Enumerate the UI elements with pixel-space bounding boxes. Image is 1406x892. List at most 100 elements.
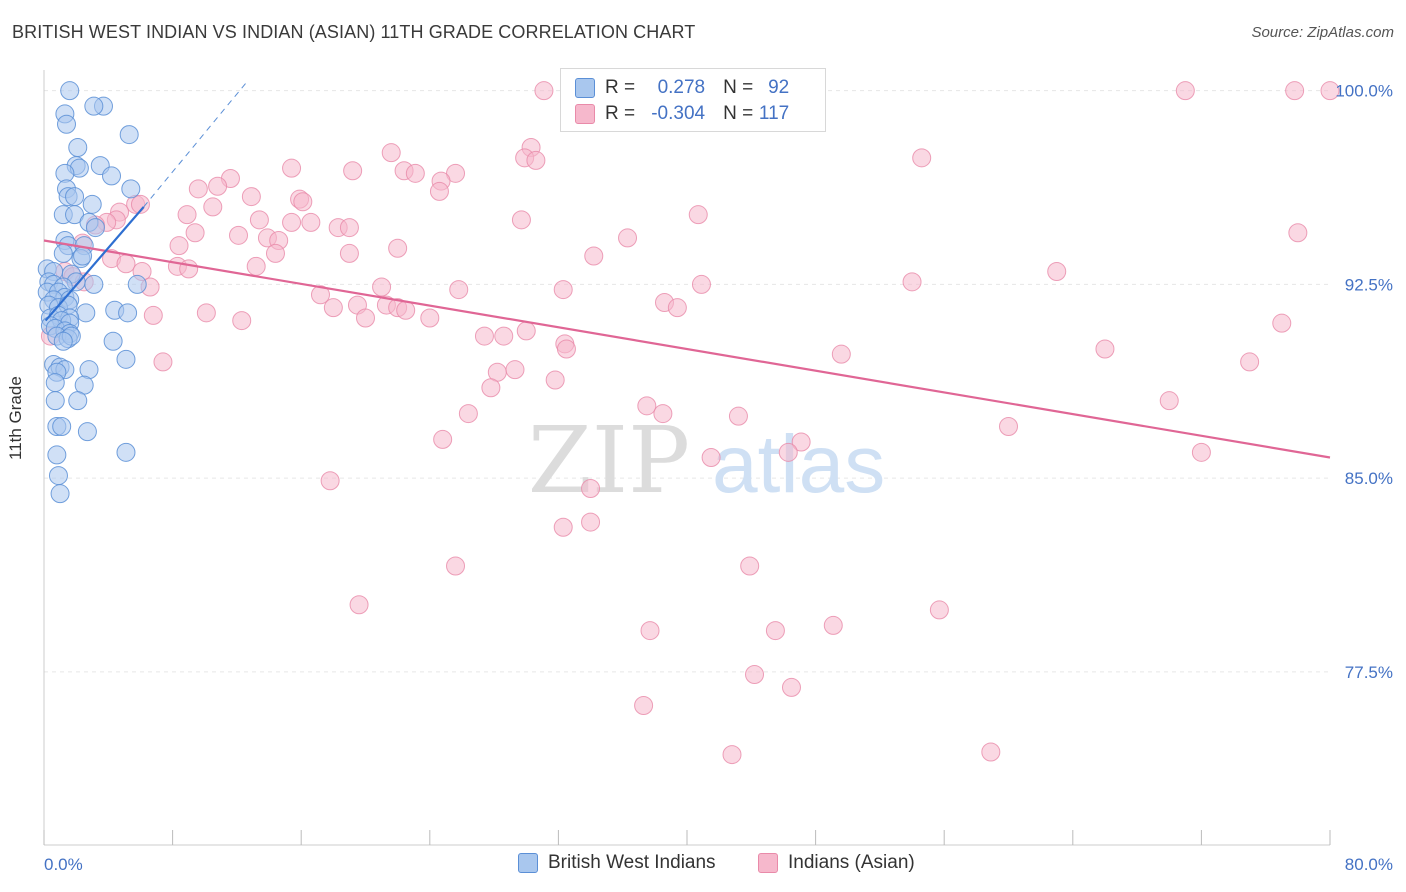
data-point-indian-asian (388, 238, 408, 258)
data-point-indian-asian (405, 163, 425, 183)
bottom-legend-label-pink: Indians (Asian) (788, 852, 915, 873)
data-point-british-west-indian (60, 81, 80, 101)
data-point-indian-asian (282, 158, 302, 178)
series-british-west-indians (37, 81, 147, 504)
data-point-british-west-indian (68, 391, 88, 411)
data-point-indian-asian (618, 228, 638, 248)
legend-row-pink: R = -0.304 N = 117 (575, 103, 789, 125)
data-point-indian-asian (349, 595, 369, 615)
data-point-indian-asian (823, 615, 843, 635)
data-point-indian-asian (265, 243, 285, 263)
stats-legend: R = 0.278 N = 92 R = -0.304 N = 117 (560, 68, 826, 132)
data-point-indian-asian (1095, 339, 1115, 359)
tick-labels: 100.0% 92.5% 85.0% 77.5% 0.0% 80.0% (44, 82, 1393, 874)
data-point-indian-asian (169, 236, 189, 256)
data-point-indian-asian (339, 218, 359, 238)
data-point-indian-asian (999, 417, 1018, 436)
data-point-british-west-indian (53, 243, 73, 263)
data-point-indian-asian (640, 621, 660, 641)
data-point-indian-asian (634, 696, 654, 715)
data-point-indian-asian (458, 404, 478, 424)
data-point-indian-asian (505, 360, 525, 380)
data-point-british-west-indian (116, 349, 136, 369)
data-point-indian-asian (177, 205, 197, 225)
y-tick-label: 100.0% (1335, 82, 1393, 101)
data-point-indian-asian (130, 194, 150, 214)
data-point-indian-asian (396, 300, 416, 320)
data-point-indian-asian (229, 225, 249, 245)
data-point-indian-asian (534, 81, 554, 101)
data-point-british-west-indian (45, 391, 65, 411)
data-point-indian-asian (116, 254, 136, 274)
data-point-indian-asian (185, 223, 205, 243)
data-point-indian-asian (433, 429, 453, 449)
data-point-indian-asian (429, 181, 449, 201)
data-point-british-west-indian (102, 166, 122, 186)
data-point-british-west-indian (76, 303, 96, 323)
y-tick-label: 85.0% (1345, 469, 1393, 488)
data-point-indian-asian (449, 280, 469, 300)
data-point-indian-asian (1175, 81, 1195, 101)
legend-r-value: 0.278 (657, 77, 706, 98)
data-point-indian-asian (474, 326, 494, 346)
data-point-indian-asian (929, 600, 949, 620)
data-point-british-west-indian (82, 194, 102, 214)
data-point-british-west-indian (45, 373, 65, 393)
data-point-indian-asian (553, 280, 573, 300)
data-point-indian-asian (323, 298, 343, 318)
data-point-indian-asian (446, 556, 466, 576)
trend-line-indian-asian (43, 239, 1331, 459)
data-point-indian-asian (981, 742, 1001, 762)
data-point-indian-asian (553, 517, 573, 537)
data-point-indian-asian (1240, 352, 1260, 372)
data-point-indian-asian (249, 210, 269, 230)
data-point-british-west-indian (118, 303, 138, 323)
data-point-indian-asian (494, 326, 514, 346)
data-point-indian-asian (293, 192, 313, 212)
legend-n-label: N = (723, 77, 754, 98)
data-point-indian-asian (778, 442, 798, 462)
watermark-zip: ZIP (528, 407, 690, 514)
data-point-indian-asian (310, 285, 330, 305)
data-point-indian-asian (831, 344, 851, 364)
data-point-british-west-indian (65, 187, 85, 207)
data-point-indian-asian (740, 556, 760, 576)
y-tick-label: 92.5% (1345, 275, 1393, 294)
trend-line-british-west-indian (44, 206, 145, 322)
x-tick-label-max: 80.0% (1345, 855, 1393, 874)
data-point-indian-asian (1191, 442, 1211, 462)
x-tick-label-min: 0.0% (44, 855, 83, 874)
data-point-indian-asian (781, 677, 801, 697)
data-point-indian-asian (153, 352, 173, 372)
chart-title: BRITISH WEST INDIAN VS INDIAN (ASIAN) 11… (12, 22, 696, 42)
data-point-indian-asian (320, 471, 340, 491)
trend-line-british-west-indian-extension (143, 80, 249, 208)
data-point-british-west-indian (53, 331, 73, 351)
data-point-indian-asian (581, 512, 601, 532)
legend-r-label: R = (605, 77, 636, 98)
bottom-legend-label-blue: British West Indians (548, 852, 716, 873)
legend-r-value: -0.304 (651, 103, 706, 124)
data-point-indian-asian (526, 150, 546, 170)
data-point-indian-asian (556, 339, 576, 359)
data-point-indian-asian (902, 272, 922, 292)
data-point-indian-asian (282, 212, 302, 232)
data-point-british-west-indian (84, 274, 104, 294)
data-point-indian-asian (765, 621, 785, 641)
data-point-indian-asian (1285, 81, 1305, 101)
data-point-indian-asian (188, 179, 208, 199)
data-point-british-west-indian (73, 246, 93, 266)
data-point-indian-asian (637, 396, 657, 416)
data-point-indian-asian (701, 448, 721, 467)
data-point-british-west-indian (84, 96, 104, 116)
data-point-british-west-indian (121, 179, 141, 199)
data-point-indian-asian (208, 176, 228, 196)
data-point-indian-asian (722, 745, 742, 765)
data-point-indian-asian (232, 311, 252, 331)
data-point-indian-asian (516, 321, 536, 341)
data-point-british-west-indian (57, 114, 77, 134)
legend-swatch-pink (575, 104, 595, 124)
data-point-british-west-indian (77, 422, 97, 442)
data-point-indian-asian (356, 308, 375, 328)
